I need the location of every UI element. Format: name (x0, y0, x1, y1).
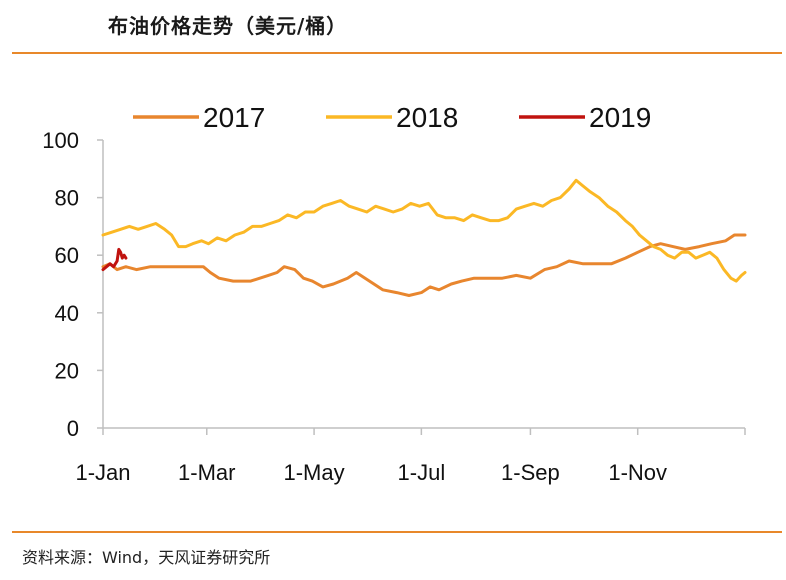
legend-label-2019: 2019 (589, 102, 651, 133)
series-layer (101, 178, 747, 297)
x-tick-label: 1-May (284, 460, 345, 485)
legend-label-2018: 2018 (396, 102, 458, 133)
y-tick-label: 100 (42, 128, 79, 153)
x-tick-label: 1-Jul (398, 460, 446, 485)
top-divider (12, 52, 782, 54)
series-line-2019 (101, 247, 128, 272)
brent-price-chart: 0 20 40 60 80 100 1-Jan 1-Mar 1-May 1-Jul 1-Sep 1-N… (42, 102, 747, 485)
chart-title: 布油价格走势（美元/桶） (108, 14, 348, 38)
source-note: 资料来源：Wind，天风证券研究所 (22, 548, 271, 567)
y-tick-label: 0 (67, 416, 79, 441)
series-line-2018 (101, 178, 747, 283)
y-tick-label: 80 (55, 186, 79, 211)
series-line-2017 (101, 233, 747, 297)
legend: 2017 2018 2019 (133, 102, 651, 133)
axes: 0 20 40 60 80 100 1-Jan 1-Mar 1-May 1-Jul 1-Sep 1-N… (42, 128, 746, 485)
y-tick-label: 20 (55, 358, 79, 383)
legend-label-2017: 2017 (203, 102, 265, 133)
y-tick-label: 60 (55, 243, 79, 268)
bottom-divider (12, 531, 782, 533)
x-tick-label: 1-Nov (608, 460, 667, 485)
x-tick-label: 1-Jan (75, 460, 130, 485)
y-tick-label: 40 (55, 301, 79, 326)
x-tick-label: 1-Sep (501, 460, 560, 485)
x-tick-label: 1-Mar (178, 460, 235, 485)
